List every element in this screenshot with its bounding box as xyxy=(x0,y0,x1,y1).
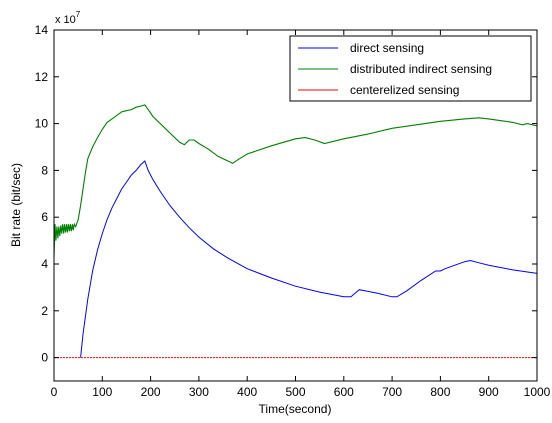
x-tick-label: 900 xyxy=(479,385,499,399)
legend-label-direct-sensing: direct sensing xyxy=(350,41,424,55)
x-tick-label: 500 xyxy=(285,385,305,399)
legend-label-centerelized-sensing: centerelized sensing xyxy=(350,83,459,97)
series-line-distributed-indirect-sensing xyxy=(53,104,538,258)
y-tick-label: 8 xyxy=(41,163,48,177)
y-scale-base: x 10 xyxy=(55,14,76,26)
y-tick-label: 14 xyxy=(35,23,49,37)
y-tick-label: 6 xyxy=(41,210,48,224)
y-scale-exponent: 7 xyxy=(76,10,81,19)
y-scale-label: x 107 xyxy=(55,10,81,26)
x-axis-label: Time(second) xyxy=(259,402,332,416)
x-tick-label: 100 xyxy=(92,385,112,399)
x-tick-label: 600 xyxy=(334,385,354,399)
x-tick-label: 700 xyxy=(382,385,402,399)
legend: direct sensing distributed indirect sens… xyxy=(289,35,532,102)
x-tick-label: 800 xyxy=(430,385,450,399)
x-tick-label: 200 xyxy=(141,385,161,399)
y-tick-label: 4 xyxy=(41,257,48,271)
series-layer xyxy=(53,104,538,359)
y-tick-label: 10 xyxy=(35,117,49,131)
y-tick-label: 2 xyxy=(41,304,48,318)
x-tick-label: 400 xyxy=(237,385,257,399)
y-tick-label: 0 xyxy=(41,351,48,365)
x-tick-label: 1000 xyxy=(524,385,551,399)
ticks-layer: 0 100 200 300 400 500 600 700 800 900 1000 0 2 4 6 8 10 1… xyxy=(35,23,551,399)
y-tick-label: 12 xyxy=(35,70,49,84)
y-axis-label: Bit rate (bit/sec) xyxy=(9,163,23,247)
series-line-direct-sensing xyxy=(80,160,538,358)
legend-label-distributed-indirect-sensing: distributed indirect sensing xyxy=(350,62,492,76)
x-tick-label: 300 xyxy=(189,385,209,399)
x-tick-label: 0 xyxy=(51,385,58,399)
